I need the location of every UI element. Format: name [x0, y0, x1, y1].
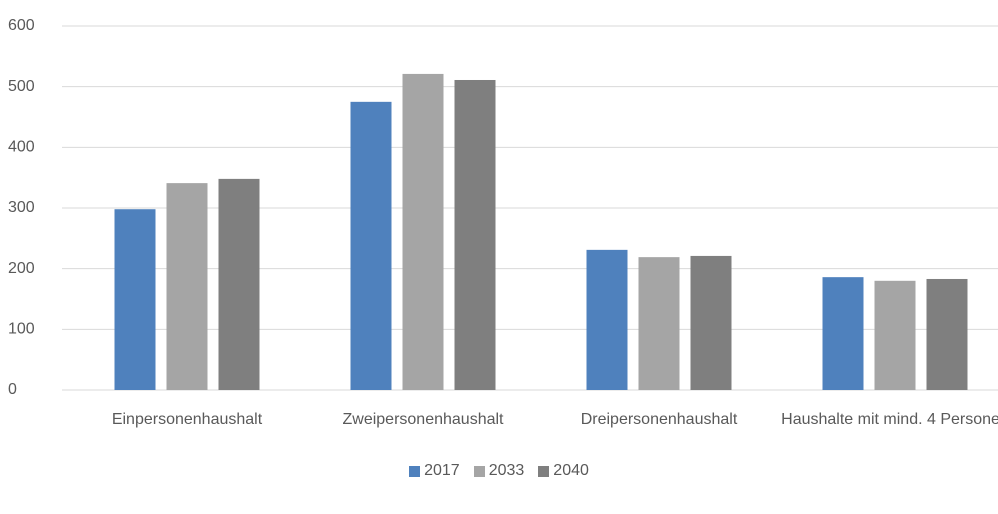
- legend-label: 2040: [553, 462, 589, 479]
- bar: [454, 79, 496, 390]
- bar: [402, 73, 444, 390]
- legend-item: 2017: [409, 462, 460, 480]
- bar: [218, 178, 260, 390]
- x-tick-label: Haushalte mit mind. 4 Personen: [781, 411, 998, 428]
- bar: [874, 280, 916, 390]
- legend-label: 2033: [488, 462, 525, 479]
- legend-swatch: [538, 465, 550, 477]
- bar: [926, 278, 968, 390]
- bar: [638, 257, 680, 390]
- legend-swatch: [473, 465, 485, 477]
- y-tick-label: 500: [8, 78, 35, 95]
- y-tick-label: 0: [8, 381, 17, 398]
- legend-item: 2040: [538, 462, 589, 480]
- legend: 2017 2033 2040: [0, 462, 998, 480]
- y-tick-label: 400: [8, 139, 35, 156]
- bar: [114, 209, 156, 390]
- y-tick-label: 200: [8, 260, 35, 277]
- bar: [586, 249, 628, 390]
- x-tick-label: Zweipersonenhaushalt: [342, 411, 504, 428]
- bar: [166, 183, 208, 390]
- bar: [350, 101, 392, 390]
- x-tick-label: Dreipersonenhaushalt: [580, 411, 738, 428]
- y-tick-label: 300: [8, 199, 35, 216]
- legend-label: 2017: [424, 462, 460, 479]
- bar: [822, 277, 864, 390]
- x-tick-label: Einpersonenhaushalt: [111, 411, 263, 428]
- bar: [690, 255, 732, 390]
- legend-item: 2033: [473, 462, 525, 480]
- y-tick-label: 100: [8, 321, 35, 338]
- y-tick-label: 600: [8, 17, 35, 34]
- legend-swatch: [409, 465, 421, 477]
